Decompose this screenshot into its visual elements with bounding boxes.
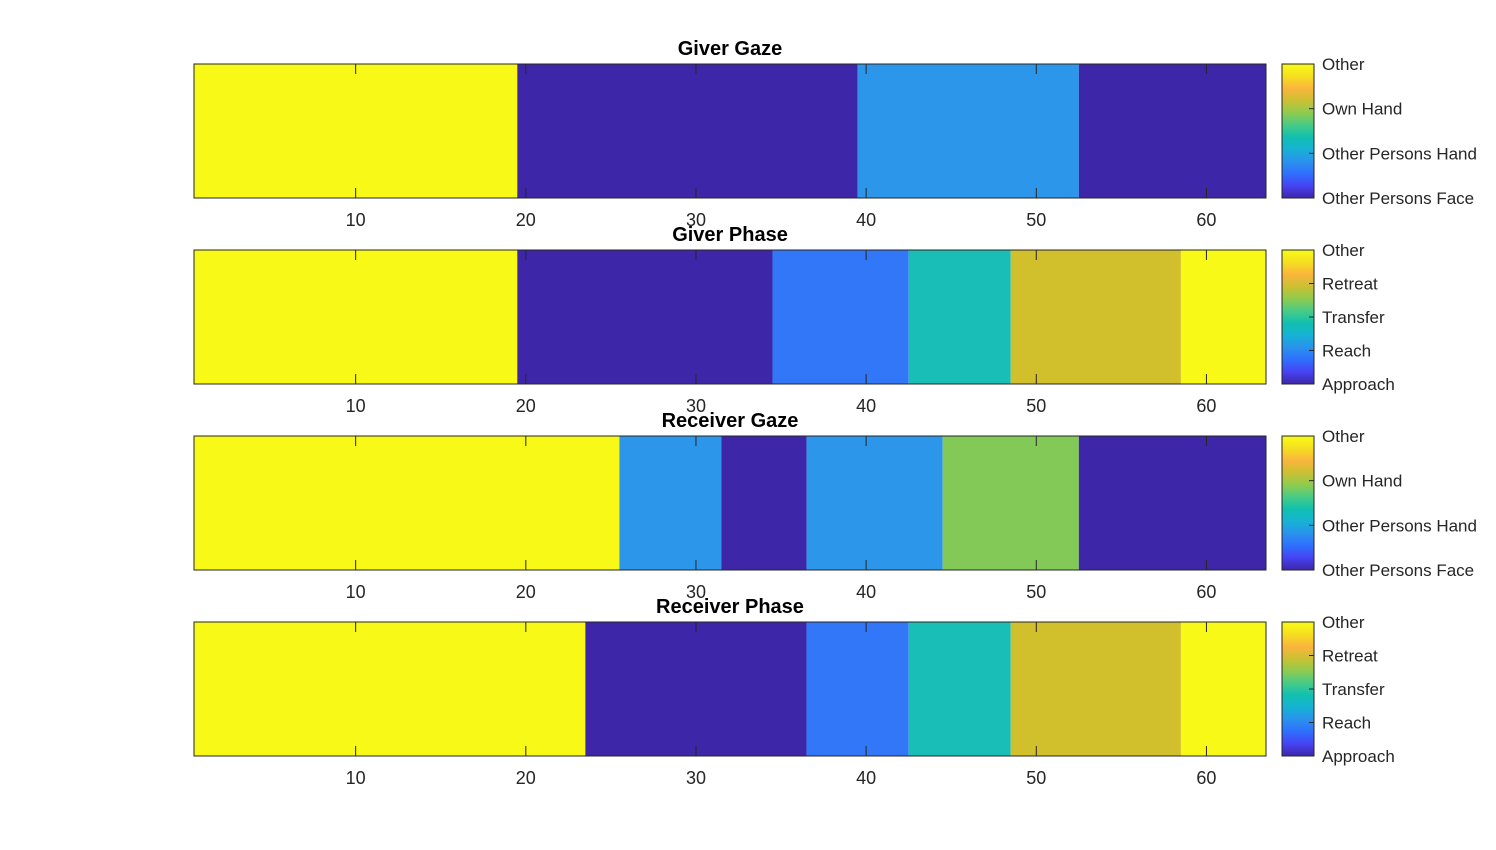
colorbar-label: Other Persons Hand <box>1322 516 1477 535</box>
colorbar <box>1281 249 1315 385</box>
colorbar-label: Retreat <box>1322 647 1378 666</box>
heatmap-cell <box>857 64 1079 198</box>
colorbar-label: Transfer <box>1322 308 1385 327</box>
x-tick-label: 30 <box>686 582 706 602</box>
x-tick-label: 50 <box>1026 210 1046 230</box>
colorbar-label: Own Hand <box>1322 472 1402 491</box>
axes-frame <box>193 63 1267 199</box>
heatmap-cell <box>1180 622 1266 756</box>
subplot-2: Giver Phase 10 20 30 40 50 60 Approach Reach Tran… <box>193 224 1395 416</box>
subplot-title: Giver Phase <box>672 224 788 246</box>
x-tick-label: 30 <box>686 396 706 416</box>
colorbar-label: Other <box>1322 427 1365 446</box>
colorbar-label: Reach <box>1322 342 1371 361</box>
x-tick-label: 10 <box>346 768 366 788</box>
heatmap-cell <box>772 250 909 384</box>
subplot-3: Receiver Gaze 10 20 30 40 50 60 Other Persons F… <box>193 410 1477 602</box>
heatmap-cell <box>194 622 586 756</box>
subplot-title: Receiver Phase <box>656 596 804 618</box>
heatmap-cell <box>194 436 620 570</box>
x-tick-label: 10 <box>346 582 366 602</box>
heatmap-cell <box>517 250 773 384</box>
x-tick-label: 30 <box>686 768 706 788</box>
x-tick-label: 40 <box>856 582 876 602</box>
heatmap-cell <box>908 622 1011 756</box>
colorbar <box>1281 63 1315 199</box>
heatmap-cell <box>517 64 858 198</box>
heatmap-cell <box>1078 436 1266 570</box>
colorbar-label: Other <box>1322 55 1365 74</box>
axes-frame <box>193 621 1267 757</box>
colorbar <box>1281 435 1315 571</box>
axes-frame <box>193 435 1267 571</box>
colorbar-label: Other <box>1322 613 1365 632</box>
heatmap-cell <box>619 436 722 570</box>
x-tick-label: 20 <box>516 210 536 230</box>
heatmap-cell <box>721 436 807 570</box>
x-tick-label: 20 <box>516 396 536 416</box>
x-tick-label: 20 <box>516 582 536 602</box>
subplot-4: Receiver Phase 10 20 30 40 50 60 Approach Reach T… <box>193 596 1395 788</box>
x-tick-label: 40 <box>856 396 876 416</box>
colorbar-label: Own Hand <box>1322 100 1402 119</box>
colorbar-label: Other Persons Hand <box>1322 144 1477 163</box>
subplot-1: Giver Gaze 10 20 30 40 50 60 Other Persons Face… <box>193 38 1477 230</box>
heatmap-cell <box>942 436 1079 570</box>
x-tick-label: 60 <box>1196 396 1216 416</box>
x-tick-label: 60 <box>1196 768 1216 788</box>
heatmap-cell <box>908 250 1011 384</box>
axes-frame <box>193 249 1267 385</box>
x-tick-label: 40 <box>856 210 876 230</box>
colorbar-label: Other Persons Face <box>1322 189 1474 208</box>
subplot-title: Receiver Gaze <box>662 410 799 432</box>
colorbar-label: Transfer <box>1322 680 1385 699</box>
x-tick-label: 60 <box>1196 210 1216 230</box>
x-tick-label: 30 <box>686 210 706 230</box>
colorbar-label: Approach <box>1322 747 1395 766</box>
heatmap-cell <box>194 250 518 384</box>
heatmap-cell <box>1010 622 1181 756</box>
heatmap-cell <box>806 436 943 570</box>
x-tick-label: 20 <box>516 768 536 788</box>
x-tick-label: 40 <box>856 768 876 788</box>
subplot-title: Giver Gaze <box>678 38 783 60</box>
heatmap-cell <box>1010 250 1181 384</box>
colorbar-label: Other <box>1322 241 1365 260</box>
x-tick-label: 50 <box>1026 768 1046 788</box>
heatmap-cell <box>194 64 518 198</box>
x-tick-label: 50 <box>1026 582 1046 602</box>
heatmap-cell <box>585 622 807 756</box>
colorbar-label: Approach <box>1322 375 1395 394</box>
x-tick-label: 10 <box>346 210 366 230</box>
heatmap-cell <box>1180 250 1266 384</box>
x-tick-label: 60 <box>1196 582 1216 602</box>
colorbar-label: Reach <box>1322 714 1371 733</box>
heatmap-cell <box>806 622 909 756</box>
colorbar-label: Other Persons Face <box>1322 561 1474 580</box>
x-tick-label: 50 <box>1026 396 1046 416</box>
colorbar <box>1281 621 1315 757</box>
colorbar-label: Retreat <box>1322 275 1378 294</box>
x-tick-label: 10 <box>346 396 366 416</box>
heatmap-cell <box>1078 64 1266 198</box>
